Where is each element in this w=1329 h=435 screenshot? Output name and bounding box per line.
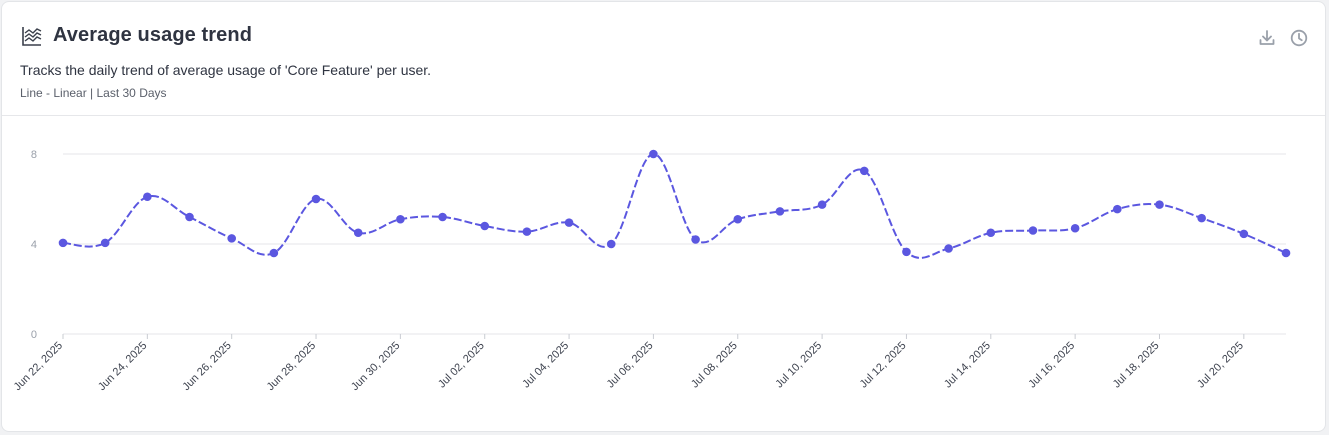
x-tick-label: Jul 18, 2025 bbox=[1111, 340, 1162, 391]
chart-area: 0 4 8 Jun 22, 2025 Jun 24, 2025 Jun 26, 2025 J… bbox=[2, 116, 1325, 431]
series-line bbox=[62, 152, 1287, 259]
data-point bbox=[944, 244, 953, 253]
data-point bbox=[775, 207, 785, 216]
data-point bbox=[691, 235, 700, 244]
x-tick-label: Jul 02, 2025 bbox=[436, 340, 487, 391]
data-point bbox=[606, 239, 616, 249]
data-point bbox=[1070, 223, 1080, 233]
data-point bbox=[649, 149, 658, 159]
data-point bbox=[185, 212, 194, 222]
y-tick-label: 0 bbox=[31, 329, 37, 341]
x-tick-label: Jun 28, 2025 bbox=[265, 340, 318, 393]
data-point bbox=[1028, 226, 1038, 235]
x-tick-label: Jun 22, 2025 bbox=[12, 340, 65, 393]
x-tick-label: Jul 14, 2025 bbox=[942, 340, 993, 391]
x-tick-label: Jul 04, 2025 bbox=[520, 340, 571, 391]
data-point bbox=[1197, 213, 1206, 223]
data-point bbox=[480, 221, 490, 231]
history-clock-icon[interactable] bbox=[1289, 28, 1309, 48]
data-point bbox=[564, 218, 574, 227]
title-row: Average usage trend bbox=[21, 24, 252, 47]
x-tick-label: Jul 10, 2025 bbox=[773, 340, 824, 391]
x-tick-label: Jul 16, 2025 bbox=[1026, 340, 1077, 391]
x-tick-label: Jun 24, 2025 bbox=[96, 340, 149, 393]
x-tick-label: Jul 20, 2025 bbox=[1195, 340, 1246, 391]
data-point bbox=[353, 228, 363, 238]
y-tick-label: 8 bbox=[31, 149, 37, 161]
data-point bbox=[859, 166, 869, 176]
card-description: Tracks the daily trend of average usage … bbox=[20, 62, 432, 78]
data-point bbox=[1239, 229, 1249, 239]
data-point bbox=[100, 238, 110, 248]
data-point bbox=[396, 214, 405, 224]
data-point bbox=[1113, 204, 1122, 214]
data-point bbox=[311, 194, 321, 204]
card-actions bbox=[1257, 28, 1309, 48]
line-chart-icon bbox=[22, 26, 42, 46]
x-tick-label: Jun 26, 2025 bbox=[180, 340, 233, 393]
data-point bbox=[733, 214, 743, 224]
y-tick-label: 4 bbox=[31, 239, 37, 251]
chart-meta: Line - Linear | Last 30 Days bbox=[20, 86, 167, 100]
x-tick-label: Jul 08, 2025 bbox=[689, 340, 740, 391]
data-point bbox=[1281, 248, 1291, 258]
x-tick-label: Jul 06, 2025 bbox=[605, 340, 656, 391]
data-point bbox=[1155, 200, 1164, 209]
line-chart: 0 4 8 Jun 22, 2025 Jun 24, 2025 Jun 26, 2025 J… bbox=[12, 149, 1291, 393]
card-header: Average usage trend Tracks the daily tre… bbox=[2, 2, 1325, 116]
data-point bbox=[986, 228, 996, 238]
data-point bbox=[58, 238, 68, 248]
x-tick-label: Jul 12, 2025 bbox=[858, 340, 909, 391]
data-point bbox=[522, 227, 532, 236]
data-point bbox=[269, 248, 279, 258]
card-title: Average usage trend bbox=[53, 24, 253, 46]
data-point bbox=[817, 200, 827, 209]
x-tick-label: Jun 30, 2025 bbox=[349, 340, 402, 393]
download-icon[interactable] bbox=[1257, 28, 1277, 48]
data-point bbox=[902, 247, 911, 257]
data-point bbox=[227, 234, 236, 243]
data-point bbox=[143, 192, 152, 202]
data-point bbox=[438, 212, 447, 222]
